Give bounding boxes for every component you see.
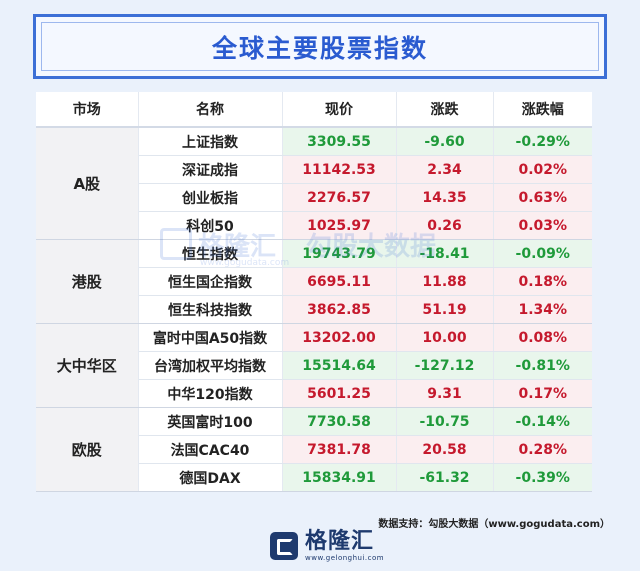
footer-brand: 格隆汇 — [305, 529, 375, 554]
table-row: 科创50 1025.97 0.26 0.03% — [36, 211, 592, 240]
pct-cell: -0.81% — [493, 351, 592, 380]
gelonghui-logo-icon — [270, 532, 298, 560]
index-table: 市场 名称 现价 涨跌 涨跌幅 A股 上证指数 3309.55 -9.60 -0.29%… — [36, 92, 592, 492]
change-cell: 14.35 — [396, 183, 494, 212]
name-cell: 英国富时100 — [138, 407, 283, 436]
pct-cell: 0.17% — [493, 379, 592, 408]
price-cell: 1025.97 — [282, 211, 397, 240]
price-cell: 15514.64 — [282, 351, 397, 380]
change-cell: 51.19 — [396, 295, 494, 324]
name-cell: 台湾加权平均指数 — [138, 351, 283, 380]
name-cell: 上证指数 — [138, 127, 283, 156]
header-change: 涨跌 — [396, 92, 494, 128]
pct-cell: -0.09% — [493, 239, 592, 268]
name-cell: 恒生科技指数 — [138, 295, 283, 324]
change-cell: 9.31 — [396, 379, 494, 408]
header-pct: 涨跌幅 — [493, 92, 592, 128]
pct-cell: 0.08% — [493, 323, 592, 352]
table-row: 中华120指数 5601.25 9.31 0.17% — [36, 379, 592, 408]
change-cell: -127.12 — [396, 351, 494, 380]
price-cell: 19743.79 — [282, 239, 397, 268]
name-cell: 富时中国A50指数 — [138, 323, 283, 352]
price-cell: 13202.00 — [282, 323, 397, 352]
table-row: 大中华区 富时中国A50指数 13202.00 10.00 0.08% — [36, 323, 592, 408]
title-banner: 全球主要股票指数 — [33, 14, 607, 79]
table-row: 德国DAX 15834.91 -61.32 -0.39% — [36, 463, 592, 492]
price-cell: 3309.55 — [282, 127, 397, 156]
name-cell: 恒生国企指数 — [138, 267, 283, 296]
table-row: 法国CAC40 7381.78 20.58 0.28% — [36, 435, 592, 464]
pct-cell: 0.28% — [493, 435, 592, 464]
pct-cell: -0.39% — [493, 463, 592, 492]
data-source-note: 数据支持：勾股大数据（www.gogudata.com） — [378, 519, 610, 530]
change-cell: 10.00 — [396, 323, 494, 352]
pct-cell: 1.34% — [493, 295, 592, 324]
pct-cell: 0.03% — [493, 211, 592, 240]
name-cell: 法国CAC40 — [138, 435, 283, 464]
price-cell: 15834.91 — [282, 463, 397, 492]
table-body: A股 上证指数 3309.55 -9.60 -0.29% 深证成指 11142.53 2.34… — [36, 127, 592, 492]
change-cell: 2.34 — [396, 155, 494, 184]
name-cell: 深证成指 — [138, 155, 283, 184]
pct-cell: 0.63% — [493, 183, 592, 212]
footer-url: www.gelonghui.com — [305, 554, 385, 562]
change-cell: -10.75 — [396, 407, 494, 436]
table-row: 深证成指 11142.53 2.34 0.02% — [36, 155, 592, 184]
price-cell: 3862.85 — [282, 295, 397, 324]
market-cell: A股 — [36, 127, 139, 240]
table-row: 创业板指 2276.57 14.35 0.63% — [36, 183, 592, 212]
market-cell: 大中华区 — [36, 323, 139, 408]
header-price: 现价 — [282, 92, 397, 128]
table-row: 台湾加权平均指数 15514.64 -127.12 -0.81% — [36, 351, 592, 380]
change-cell: -9.60 — [396, 127, 494, 156]
name-cell: 科创50 — [138, 211, 283, 240]
title-inner-border — [41, 22, 599, 71]
name-cell: 中华120指数 — [138, 379, 283, 408]
table-row: A股 上证指数 3309.55 -9.60 -0.29% — [36, 127, 592, 240]
price-cell: 6695.11 — [282, 267, 397, 296]
table-header-row: 市场 名称 现价 涨跌 涨跌幅 — [36, 92, 592, 128]
footer-logo: 格隆汇 www.gelonghui.com — [270, 530, 384, 562]
change-cell: -18.41 — [396, 239, 494, 268]
change-cell: 20.58 — [396, 435, 494, 464]
price-cell: 2276.57 — [282, 183, 397, 212]
pct-cell: 0.02% — [493, 155, 592, 184]
change-cell: -61.32 — [396, 463, 494, 492]
header-market: 市场 — [36, 92, 139, 128]
table-row: 港股 恒生指数 19743.79 -18.41 -0.09% — [36, 239, 592, 324]
pct-cell: 0.18% — [493, 267, 592, 296]
price-cell: 5601.25 — [282, 379, 397, 408]
table-row: 恒生国企指数 6695.11 11.88 0.18% — [36, 267, 592, 296]
price-cell: 7381.78 — [282, 435, 397, 464]
table-row: 欧股 英国富时100 7730.58 -10.75 -0.14% — [36, 407, 592, 492]
pct-cell: -0.29% — [493, 127, 592, 156]
pct-cell: -0.14% — [493, 407, 592, 436]
name-cell: 德国DAX — [138, 463, 283, 492]
change-cell: 11.88 — [396, 267, 494, 296]
market-cell: 港股 — [36, 239, 139, 324]
market-cell: 欧股 — [36, 407, 139, 492]
page-title: 全球主要股票指数 — [211, 33, 428, 63]
table-row: 恒生科技指数 3862.85 51.19 1.34% — [36, 295, 592, 324]
change-cell: 0.26 — [396, 211, 494, 240]
price-cell: 11142.53 — [282, 155, 397, 184]
header-name: 名称 — [138, 92, 283, 128]
price-cell: 7730.58 — [282, 407, 397, 436]
name-cell: 创业板指 — [138, 183, 283, 212]
name-cell: 恒生指数 — [138, 239, 283, 268]
